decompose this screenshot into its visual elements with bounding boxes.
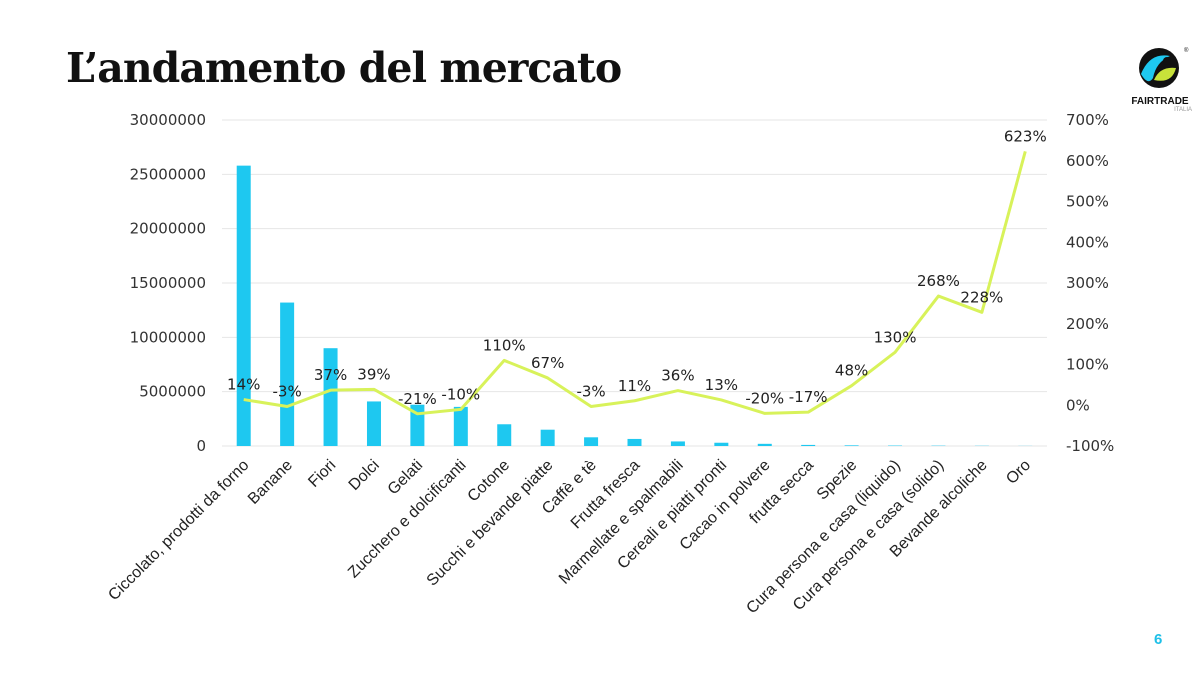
data-label: 48% [835, 362, 868, 380]
y-left-tick-label: 0 [196, 437, 206, 455]
data-label: 67% [531, 354, 564, 372]
fairtrade-logo-icon: ® [1139, 47, 1189, 88]
y-right-tick-label: 0% [1066, 396, 1090, 414]
bar [584, 437, 599, 446]
page-number: 6 [1154, 631, 1163, 648]
data-label: 36% [661, 367, 694, 385]
bar [670, 441, 685, 446]
y-left-tick-label: 15000000 [130, 274, 206, 292]
y-left-tick-label: 10000000 [130, 328, 206, 346]
y-right-tick-label: -100% [1066, 437, 1114, 455]
data-label: 130% [874, 328, 917, 346]
y-right-tick-label: 500% [1066, 193, 1109, 211]
y-left-tick-label: 5000000 [139, 383, 206, 401]
bar [410, 404, 425, 446]
x-category-label: Fiori [305, 457, 339, 491]
data-label: 623% [1004, 127, 1047, 145]
bar [236, 165, 251, 446]
data-label: -3% [576, 382, 605, 400]
data-label: 11% [618, 377, 651, 395]
y-right-tick-label: 400% [1066, 233, 1109, 251]
y-left-tick-label: 30000000 [130, 111, 206, 129]
bar [366, 401, 381, 446]
data-label: -20% [745, 389, 784, 407]
bar [280, 302, 295, 446]
data-label: -3% [273, 382, 302, 400]
data-label: -10% [441, 385, 480, 403]
x-category-label: Dolci [346, 457, 383, 494]
y-right-tick-label: 700% [1066, 111, 1109, 129]
data-label: -17% [789, 388, 828, 406]
x-category-label: Gelati [385, 457, 427, 499]
data-label: 37% [314, 366, 347, 384]
y-right-tick-label: 600% [1066, 152, 1109, 170]
bar [757, 443, 772, 446]
data-label: 13% [705, 376, 738, 394]
y-right-tick-label: 200% [1066, 315, 1109, 333]
x-category-label: Banane [245, 457, 296, 508]
y-left-tick-label: 25000000 [130, 165, 206, 183]
y-left-tick-label: 20000000 [130, 220, 206, 238]
growth-line [243, 150, 1027, 416]
data-label: -21% [398, 390, 437, 408]
bar [323, 348, 338, 446]
bar [801, 444, 816, 446]
bar [844, 445, 859, 446]
x-category-label: Ciccolato, prodotti da forno [105, 457, 252, 604]
y-right-tick-label: 100% [1066, 356, 1109, 374]
data-label: 110% [483, 336, 526, 354]
logo-subtext: ITALIA [1174, 107, 1192, 113]
svg-text:®: ® [1184, 47, 1189, 54]
bar [627, 438, 642, 446]
logo-text: FAIRTRADE [1131, 96, 1189, 107]
y-right-tick-label: 300% [1066, 274, 1109, 292]
data-label: 268% [917, 272, 960, 290]
data-label: 228% [960, 288, 1003, 306]
bar [497, 424, 512, 446]
data-label: 39% [357, 365, 390, 383]
bar [714, 442, 729, 446]
bar [453, 406, 468, 446]
bar [540, 429, 555, 446]
x-category-label: Oro [1003, 457, 1034, 488]
data-label: 14% [227, 376, 260, 394]
page-title: L’andamento del mercato [66, 44, 622, 92]
